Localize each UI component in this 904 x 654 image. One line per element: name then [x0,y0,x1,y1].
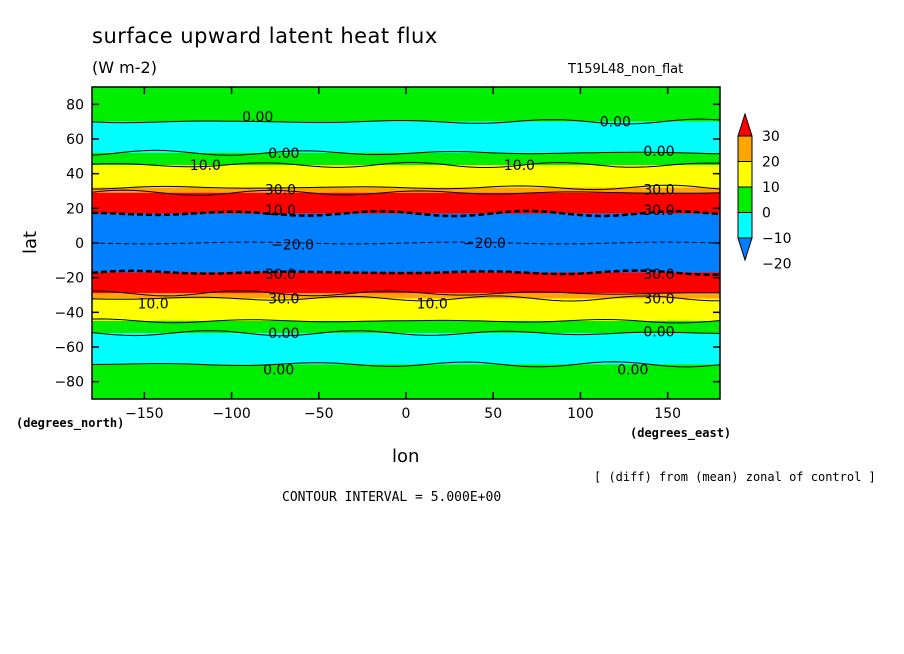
y-tick-label-8: −80 [54,375,84,391]
colorbar-top-arrow [737,112,753,137]
colorbar-label-1: 20 [762,155,780,171]
y-tick-label-0: 80 [66,97,84,113]
colorbar-label-0: 30 [762,129,780,145]
contour-label-19: 0.00 [643,324,674,340]
contour-label-17: 10.0 [417,297,448,313]
band-2 [92,152,720,165]
contour-label-3: 0.00 [643,144,674,160]
contour-line-4 [91,184,721,191]
run-label: T159L48_non_flat [568,62,684,77]
x-unit-label: (degrees_east) [630,426,732,440]
contour-interval: CONTOUR INTERVAL = 5.000E+00 [282,490,502,505]
y-tick-label-4: 0 [75,236,84,252]
x-tick-label-2: −50 [304,406,334,422]
contour-line-7 [91,269,721,277]
contour-line-equator [91,241,721,245]
contour-label-5: 10.0 [504,158,535,174]
x-tick-label-1: −100 [212,406,250,422]
contour-line-2 [91,149,721,156]
colorbar-segment-3 [737,186,753,213]
contour-line-1 [91,118,721,125]
diff-note: [ (diff) from (mean) zonal of control ] [594,470,876,484]
contour-label-18: 0.00 [268,326,299,342]
colorbar-label-2: 10 [762,180,780,196]
contour-label-15: 30.0 [643,291,674,307]
contour-label-9: 30.0 [643,203,674,219]
x-tick-label-3: 0 [402,406,411,422]
chart-title: surface upward latent heat flux [92,24,438,48]
contour-label-6: 30.0 [265,182,296,198]
contour-label-7: 30.0 [643,182,674,198]
band-10 [92,321,720,334]
band-3 [92,165,720,188]
colorbar-label-5: −20 [762,257,792,273]
contour-line-12 [91,361,721,368]
x-tick-label-4: 50 [484,406,502,422]
contour-line-8 [91,290,721,297]
contour-label-1: 0.00 [600,115,631,131]
x-tick-label-6: 150 [654,406,681,422]
contour-line-11 [91,330,721,337]
band-5 [92,192,720,214]
colorbar-segment-4 [737,212,753,239]
contour-label-4: 10.0 [190,158,221,174]
contour-line-10 [91,318,721,324]
x-tick-label-5: 100 [567,406,594,422]
x-axis-label: lon [392,446,420,467]
y-tick-label-5: −20 [54,271,84,287]
contour-label-20: 0.00 [263,363,294,379]
band-7 [92,272,720,294]
contour-label-21: 0.00 [617,363,648,379]
contour-label-16: 10.0 [137,297,168,313]
y-tick-label-7: −60 [54,340,84,356]
y-unit-label: (degrees_north) [16,416,125,430]
contour-line-9 [91,295,721,302]
contour-line-3 [91,161,721,168]
contour-label-13: 30.0 [643,267,674,283]
band-8 [92,293,720,299]
colorbar-segment-2 [737,161,753,188]
contour-label-2: 0.00 [268,146,299,162]
colorbar-segment-1 [737,135,753,162]
contour-label-10: −20.0 [271,238,314,254]
contour-line-6 [91,209,721,218]
chart-units: (W m-2) [92,58,157,77]
y-tick-label-6: −40 [54,305,84,321]
y-tick-label-3: 20 [66,201,84,217]
contour-label-12: 30.0 [265,267,296,283]
contour-label-11: −20.0 [463,236,506,252]
band-9 [92,298,720,321]
contour-label-8: 10.0 [265,203,296,219]
colorbar-bottom-arrow [737,237,753,262]
y-tick-label-1: 60 [66,132,84,148]
contour-label-0: 0.00 [242,109,273,125]
colorbar-label-3: 0 [762,206,771,222]
band-1 [92,121,720,153]
y-tick-label-2: 40 [66,167,84,183]
band-4 [92,187,720,193]
x-tick-label-0: −150 [125,406,163,422]
contour-label-14: 30.0 [268,291,299,307]
contour-line-5 [91,189,721,196]
band-11 [92,333,720,365]
colorbar-label-4: −10 [762,231,792,247]
